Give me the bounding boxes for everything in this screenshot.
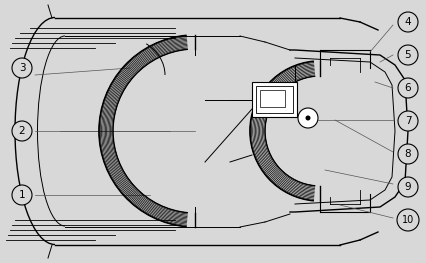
Text: 6: 6 (404, 83, 410, 93)
Text: 3: 3 (19, 63, 25, 73)
Text: 4: 4 (404, 17, 410, 27)
Text: 1: 1 (19, 190, 25, 200)
Circle shape (12, 185, 32, 205)
Bar (251, 82, 296, 117)
Circle shape (397, 78, 417, 98)
Text: 5: 5 (404, 50, 410, 60)
Circle shape (305, 115, 310, 120)
Circle shape (397, 111, 417, 131)
Circle shape (12, 58, 32, 78)
Circle shape (397, 144, 417, 164)
Text: 10: 10 (401, 215, 413, 225)
Bar (256, 86, 292, 113)
Bar (259, 90, 284, 107)
Circle shape (397, 177, 417, 197)
Text: 7: 7 (404, 116, 410, 126)
Circle shape (12, 121, 32, 141)
Text: 2: 2 (19, 126, 25, 136)
Text: 9: 9 (404, 182, 410, 192)
Circle shape (397, 12, 417, 32)
Circle shape (397, 45, 417, 65)
Circle shape (396, 209, 418, 231)
Circle shape (297, 108, 317, 128)
Text: 8: 8 (404, 149, 410, 159)
